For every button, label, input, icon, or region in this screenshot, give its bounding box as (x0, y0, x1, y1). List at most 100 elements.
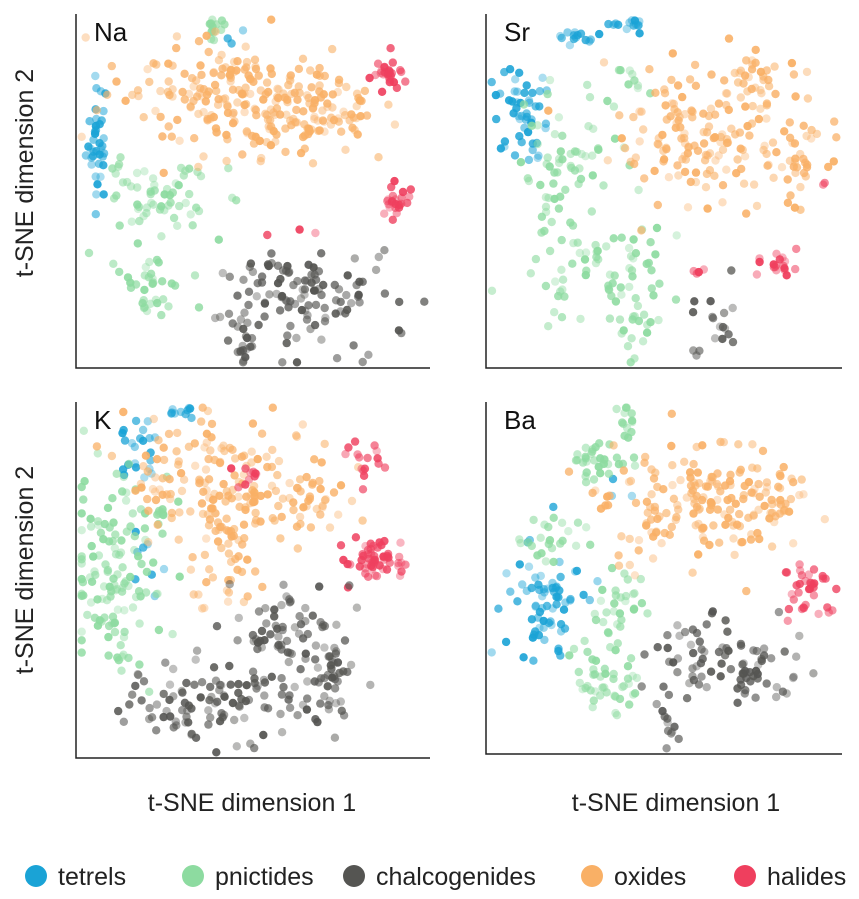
point-chalcogenides (277, 690, 287, 699)
point-chalcogenides (213, 697, 222, 706)
point-pnictides (529, 515, 538, 525)
point-tetrels (227, 39, 236, 48)
point-chalcogenides (346, 660, 356, 670)
panel-ba: Ba (485, 402, 842, 755)
point-chalcogenides (206, 682, 215, 692)
point-chalcogenides (296, 294, 306, 303)
point-pnictides (112, 469, 121, 478)
point-oxides (342, 82, 351, 92)
point-oxides (209, 495, 218, 505)
point-pnictides (591, 240, 600, 250)
point-pnictides (93, 449, 103, 458)
point-oxides (691, 521, 700, 530)
point-pnictides (620, 569, 629, 578)
point-chalcogenides (694, 680, 704, 689)
point-pnictides (174, 181, 183, 190)
point-halides (370, 558, 379, 567)
point-chalcogenides (260, 691, 269, 700)
panel-label: Ba (504, 405, 536, 435)
point-oxides (341, 145, 350, 154)
point-chalcogenides (252, 684, 261, 693)
point-tetrels (560, 624, 570, 633)
point-chalcogenides (664, 690, 674, 700)
point-pnictides (605, 314, 615, 323)
point-pnictides (547, 217, 556, 227)
point-pnictides (549, 513, 558, 522)
point-pnictides (214, 235, 223, 244)
point-pnictides (596, 691, 605, 700)
point-oxides (240, 107, 249, 117)
point-halides (390, 176, 399, 186)
point-chalcogenides (248, 267, 258, 277)
point-pnictides (618, 682, 627, 692)
point-pnictides (524, 538, 533, 547)
point-chalcogenides (206, 713, 215, 722)
point-pnictides (154, 625, 164, 635)
point-pnictides (632, 673, 642, 683)
point-chalcogenides (330, 280, 339, 290)
point-tetrels (528, 88, 537, 98)
point-pnictides (544, 322, 553, 331)
point-pnictides (159, 295, 168, 304)
point-oxides (222, 130, 231, 140)
point-oxides (742, 209, 751, 218)
point-pnictides (580, 636, 589, 646)
point-oxides (360, 86, 370, 96)
point-chalcogenides (240, 308, 249, 317)
point-oxides (617, 532, 626, 541)
point-oxides (251, 508, 260, 518)
point-pnictides (556, 539, 565, 548)
point-oxides (308, 104, 318, 113)
point-pnictides (146, 187, 155, 196)
point-pnictides (637, 599, 647, 608)
point-oxides (657, 539, 666, 548)
point-oxides (214, 56, 224, 65)
point-oxides (646, 515, 656, 524)
point-chalcogenides (301, 306, 310, 315)
point-tetrels (520, 88, 529, 98)
point-halides (809, 565, 819, 574)
point-oxides (757, 89, 766, 98)
point-pnictides (167, 279, 176, 288)
point-chalcogenides (243, 318, 252, 327)
point-halides (396, 538, 405, 547)
point-oxides (299, 107, 308, 116)
point-pnictides (185, 189, 194, 199)
point-chalcogenides (180, 698, 190, 707)
point-oxides (133, 86, 143, 95)
point-oxides (255, 136, 264, 146)
point-chalcogenides (667, 727, 677, 736)
point-pnictides (116, 548, 126, 557)
point-chalcogenides (685, 679, 694, 688)
point-oxides (172, 447, 181, 456)
point-pnictides (630, 76, 639, 85)
point-oxides (164, 77, 173, 86)
point-oxides (151, 106, 160, 116)
point-oxides (755, 534, 764, 544)
point-oxides (712, 479, 722, 489)
point-oxides (704, 111, 714, 121)
point-oxides (674, 505, 683, 514)
point-pnictides (643, 609, 652, 618)
point-oxides (121, 96, 130, 106)
point-tetrels (593, 577, 602, 586)
point-chalcogenides (364, 350, 373, 359)
y-axis-title-bottom: t-SNE dimension 2 (11, 466, 39, 674)
point-chalcogenides (270, 612, 279, 621)
point-pnictides (636, 574, 645, 584)
point-chalcogenides (714, 647, 724, 657)
point-chalcogenides (330, 684, 340, 693)
point-oxides (667, 522, 676, 532)
point-tetrels (99, 106, 108, 116)
point-pnictides (152, 590, 161, 599)
point-chalcogenides (301, 617, 310, 626)
point-pnictides (617, 615, 626, 625)
point-oxides (599, 58, 609, 67)
point-pnictides (77, 648, 86, 657)
point-pnictides (596, 596, 606, 605)
point-oxides (209, 112, 218, 122)
point-oxides (830, 117, 839, 126)
point-oxides (686, 177, 695, 187)
point-halides (794, 588, 803, 597)
point-oxides (248, 419, 258, 428)
